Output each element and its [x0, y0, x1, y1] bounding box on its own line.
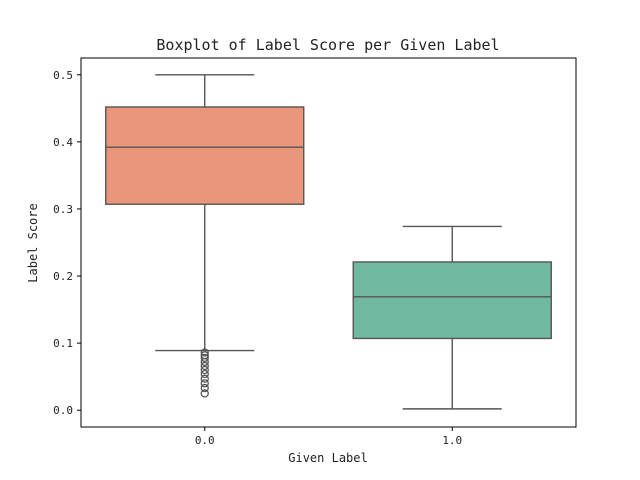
- y-tick-label: 0.5: [53, 69, 73, 82]
- boxes-layer: [105, 74, 552, 410]
- x-tick-label: 1.0: [442, 434, 462, 447]
- outlier-point: [200, 369, 209, 379]
- outlier-point: [200, 389, 209, 398]
- plot-area-frame: [80, 57, 577, 428]
- y-tick-label: 0.3: [53, 203, 73, 216]
- outlier-point: [200, 379, 209, 388]
- chart-title: Boxplot of Label Score per Given Label: [156, 36, 499, 54]
- outlier-point: [200, 348, 209, 357]
- y-tick-label: 0.4: [53, 136, 73, 149]
- y-axis: 0.0 0.1 0.2 0.3 0.4 0.5: [53, 69, 81, 417]
- outlier-point: [200, 374, 209, 383]
- y-tick-label: 0.2: [53, 270, 73, 283]
- outlier-point: [200, 361, 209, 371]
- y-tick-label: 0.0: [53, 404, 73, 417]
- outlier-point: [200, 353, 209, 363]
- y-tick-label: 0.1: [53, 337, 73, 350]
- x-axis: 0.0 1.0: [195, 427, 462, 447]
- box-iqr: [352, 261, 552, 340]
- box-group: [105, 74, 305, 398]
- box-iqr: [105, 106, 305, 205]
- outlier-point: [200, 383, 209, 393]
- y-axis-label: Label Score: [26, 203, 40, 282]
- outlier-point: [200, 365, 209, 375]
- box-group: [352, 225, 552, 410]
- x-tick-label: 0.0: [195, 434, 215, 447]
- x-axis-label: Given Label: [288, 451, 367, 465]
- outlier-point: [200, 351, 209, 360]
